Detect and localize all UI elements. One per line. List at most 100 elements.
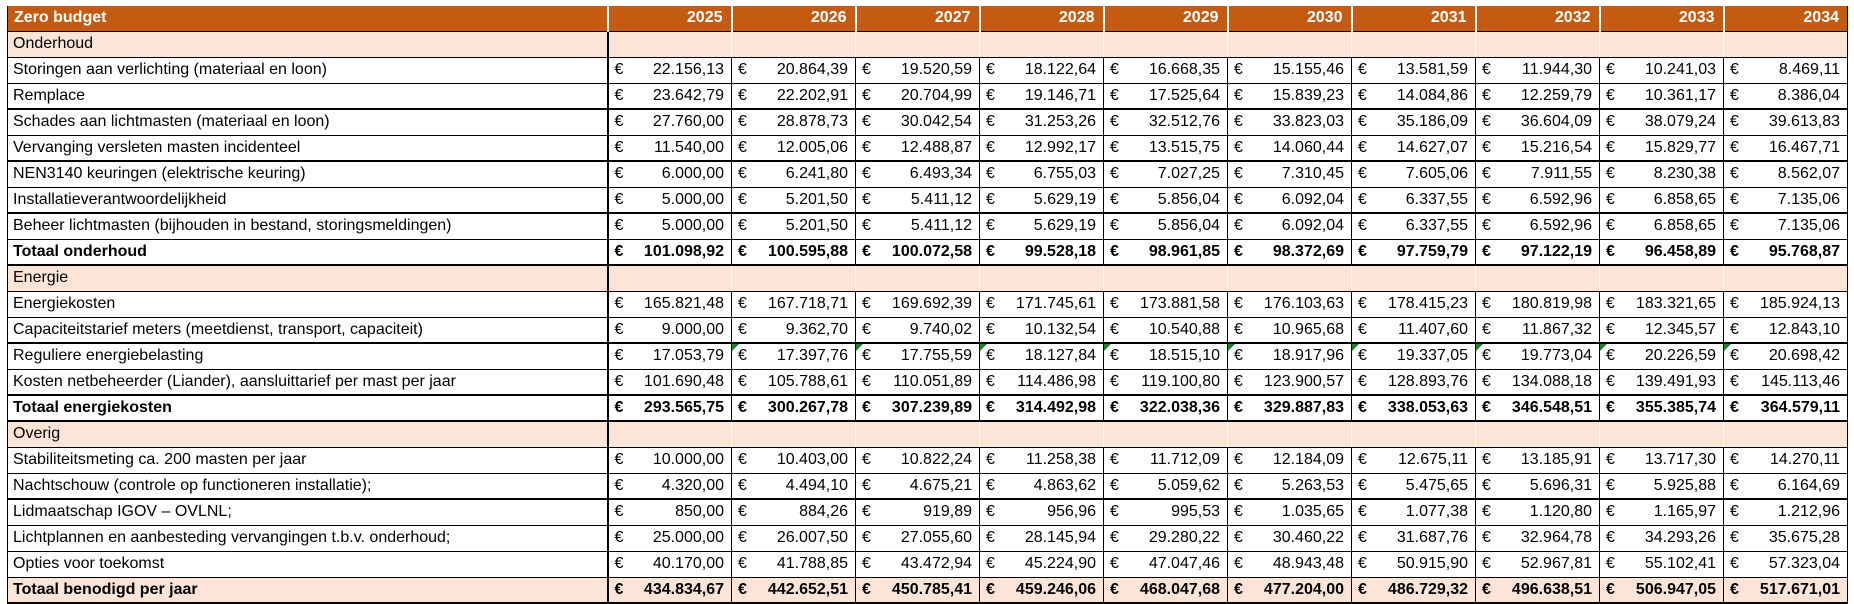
money-cell[interactable]: €6.092,04 (1227, 212, 1352, 240)
money-cell[interactable]: €11.540,00 (607, 134, 732, 162)
money-cell[interactable]: €5.059,62 (1103, 472, 1228, 500)
money-cell[interactable]: €506.947,05 (1599, 576, 1724, 604)
section-cell[interactable] (1723, 420, 1848, 448)
money-cell[interactable]: €5.856,04 (1103, 212, 1228, 240)
money-cell[interactable]: €10.540,88 (1103, 316, 1228, 344)
money-cell[interactable]: €6.000,00 (607, 160, 732, 188)
money-cell[interactable]: €434.834,67 (607, 576, 732, 604)
money-cell[interactable]: €1.165,97 (1599, 498, 1724, 526)
money-cell[interactable]: €1.077,38 (1351, 498, 1476, 526)
money-cell[interactable]: €8.230,38 (1599, 160, 1724, 188)
money-cell[interactable]: €4.675,21 (855, 472, 980, 500)
money-cell[interactable]: €18.515,10 (1103, 342, 1228, 370)
money-cell[interactable]: €114.486,98 (979, 368, 1104, 396)
money-cell[interactable]: €5.629,19 (979, 186, 1104, 214)
section-cell[interactable] (1475, 30, 1600, 58)
money-cell[interactable]: €43.472,94 (855, 550, 980, 578)
section-cell[interactable] (979, 420, 1104, 448)
money-cell[interactable]: €11.944,30 (1475, 56, 1600, 84)
money-cell[interactable]: €6.337,55 (1351, 212, 1476, 240)
money-cell[interactable]: €15.216,54 (1475, 134, 1600, 162)
money-cell[interactable]: €98.372,69 (1227, 238, 1352, 266)
row-label[interactable]: Totaal energiekosten (7, 394, 609, 422)
money-cell[interactable]: €300.267,78 (731, 394, 856, 422)
money-cell[interactable]: €5.000,00 (607, 186, 732, 214)
money-cell[interactable]: €18.127,84 (979, 342, 1104, 370)
money-cell[interactable]: €9.362,70 (731, 316, 856, 344)
money-cell[interactable]: €850,00 (607, 498, 732, 526)
year-header-2027[interactable]: 2027 (854, 6, 980, 32)
money-cell[interactable]: €50.915,90 (1351, 550, 1476, 578)
money-cell[interactable]: €12.843,10 (1723, 316, 1848, 344)
section-cell[interactable] (607, 30, 732, 58)
money-cell[interactable]: €105.788,61 (731, 368, 856, 396)
money-cell[interactable]: €5.475,65 (1351, 472, 1476, 500)
section-cell[interactable] (607, 264, 732, 292)
money-cell[interactable]: €57.323,04 (1723, 550, 1848, 578)
year-header-2032[interactable]: 2032 (1474, 6, 1600, 32)
money-cell[interactable]: €6.592,96 (1475, 212, 1600, 240)
money-cell[interactable]: €30.042,54 (855, 108, 980, 136)
money-cell[interactable]: €8.562,07 (1723, 160, 1848, 188)
money-cell[interactable]: €28.145,94 (979, 524, 1104, 552)
money-cell[interactable]: €12.005,06 (731, 134, 856, 162)
money-cell[interactable]: €25.000,00 (607, 524, 732, 552)
section-cell[interactable] (1351, 420, 1476, 448)
money-cell[interactable]: €19.337,05 (1351, 342, 1476, 370)
money-cell[interactable]: €165.821,48 (607, 290, 732, 318)
money-cell[interactable]: €459.246,06 (979, 576, 1104, 604)
money-cell[interactable]: €128.893,76 (1351, 368, 1476, 396)
money-cell[interactable]: €5.201,50 (731, 212, 856, 240)
money-cell[interactable]: €28.878,73 (731, 108, 856, 136)
money-cell[interactable]: €185.924,13 (1723, 290, 1848, 318)
money-cell[interactable]: €1.120,80 (1475, 498, 1600, 526)
money-cell[interactable]: €110.051,89 (855, 368, 980, 396)
row-label[interactable]: Remplace (7, 82, 609, 110)
money-cell[interactable]: €10.000,00 (607, 446, 732, 474)
year-header-2028[interactable]: 2028 (978, 6, 1104, 32)
section-cell[interactable] (731, 420, 856, 448)
money-cell[interactable]: €10.965,68 (1227, 316, 1352, 344)
section-label[interactable]: Overig (7, 420, 609, 448)
section-cell[interactable] (1723, 30, 1848, 58)
row-label[interactable]: Lichtplannen en aanbesteding vervanginge… (7, 524, 609, 552)
section-cell[interactable] (1599, 420, 1724, 448)
section-label[interactable]: Energie (7, 264, 609, 292)
money-cell[interactable]: €176.103,63 (1227, 290, 1352, 318)
year-header-2031[interactable]: 2031 (1350, 6, 1476, 32)
money-cell[interactable]: €11.407,60 (1351, 316, 1476, 344)
money-cell[interactable]: €14.270,11 (1723, 446, 1848, 474)
money-cell[interactable]: €14.627,07 (1351, 134, 1476, 162)
money-cell[interactable]: €322.038,36 (1103, 394, 1228, 422)
money-cell[interactable]: €139.491,93 (1599, 368, 1724, 396)
money-cell[interactable]: €5.263,53 (1227, 472, 1352, 500)
money-cell[interactable]: €36.604,09 (1475, 108, 1600, 136)
money-cell[interactable]: €4.320,00 (607, 472, 732, 500)
money-cell[interactable]: €39.613,83 (1723, 108, 1848, 136)
money-cell[interactable]: €134.088,18 (1475, 368, 1600, 396)
section-cell[interactable] (731, 264, 856, 292)
money-cell[interactable]: €995,53 (1103, 498, 1228, 526)
money-cell[interactable]: €6.493,34 (855, 160, 980, 188)
money-cell[interactable]: €20.226,59 (1599, 342, 1724, 370)
money-cell[interactable]: €169.692,39 (855, 290, 980, 318)
section-cell[interactable] (979, 30, 1104, 58)
money-cell[interactable]: €99.528,18 (979, 238, 1104, 266)
money-cell[interactable]: €4.494,10 (731, 472, 856, 500)
money-cell[interactable]: €11.867,32 (1475, 316, 1600, 344)
section-cell[interactable] (1599, 30, 1724, 58)
money-cell[interactable]: €5.856,04 (1103, 186, 1228, 214)
money-cell[interactable]: €13.717,30 (1599, 446, 1724, 474)
money-cell[interactable]: €12.675,11 (1351, 446, 1476, 474)
money-cell[interactable]: €6.858,65 (1599, 212, 1724, 240)
money-cell[interactable]: €468.047,68 (1103, 576, 1228, 604)
row-label[interactable]: Energiekosten (7, 290, 609, 318)
money-cell[interactable]: €14.060,44 (1227, 134, 1352, 162)
money-cell[interactable]: €12.992,17 (979, 134, 1104, 162)
money-cell[interactable]: €329.887,83 (1227, 394, 1352, 422)
money-cell[interactable]: €293.565,75 (607, 394, 732, 422)
year-header-2025[interactable]: 2025 (606, 6, 732, 32)
money-cell[interactable]: €6.592,96 (1475, 186, 1600, 214)
money-cell[interactable]: €14.084,86 (1351, 82, 1476, 110)
money-cell[interactable]: €97.122,19 (1475, 238, 1600, 266)
